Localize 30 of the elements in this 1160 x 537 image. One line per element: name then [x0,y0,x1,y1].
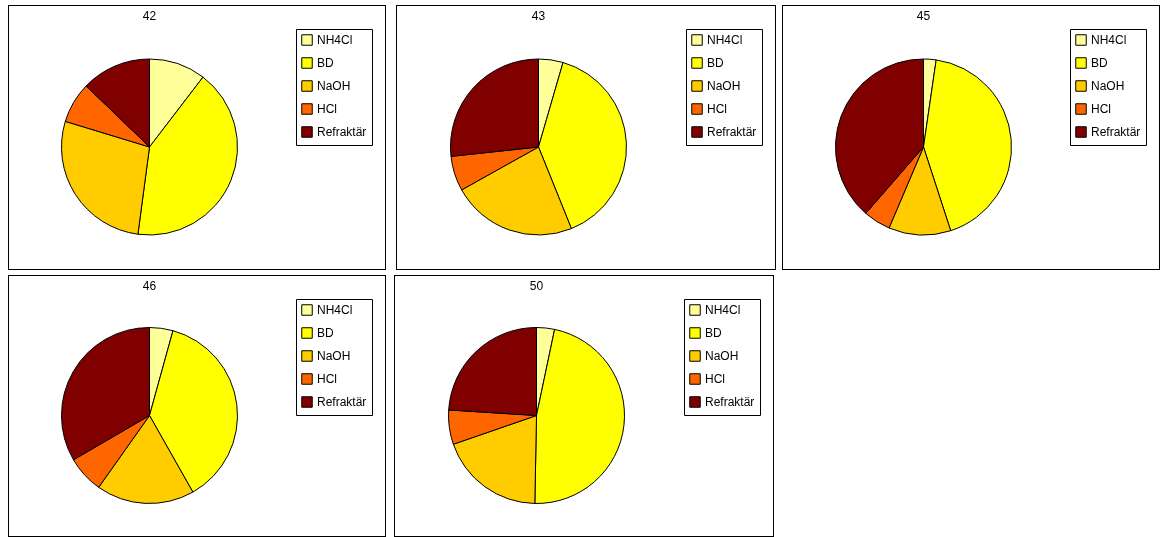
legend-label: Refraktär [705,395,755,409]
legend-label: NaOH [707,79,741,93]
chart-title: 50 [529,279,544,293]
legend-label: Refraktär [707,125,757,139]
legend-label: BD [317,56,334,70]
legend-label: BD [317,326,334,340]
legend-label: HCl [317,372,337,386]
legend-label: NH4Cl [317,303,353,317]
legend-label: HCl [317,102,337,116]
legend-label: BD [705,326,722,340]
legend-label: NaOH [1091,79,1125,93]
legend-label: NH4Cl [705,303,741,317]
legend-label: NaOH [705,349,739,363]
chart-title: 45 [916,9,931,23]
chart-title: 46 [142,279,157,293]
chart-title: 43 [531,9,546,23]
legend-label: NH4Cl [707,33,743,47]
legend-label: HCl [1091,102,1111,116]
legend-label: Refraktär [317,125,367,139]
legend-label: NH4Cl [1091,33,1127,47]
legend-label: HCl [705,372,725,386]
legend-label: NaOH [317,79,351,93]
legend-label: HCl [707,102,727,116]
legend-label: Refraktär [317,395,367,409]
legend-label: NaOH [317,349,351,363]
legend-label: BD [1091,56,1108,70]
legend-label: NH4Cl [317,33,353,47]
legend-label: Refraktär [1091,125,1141,139]
legend-label: BD [707,56,724,70]
chart-title: 42 [142,9,157,23]
